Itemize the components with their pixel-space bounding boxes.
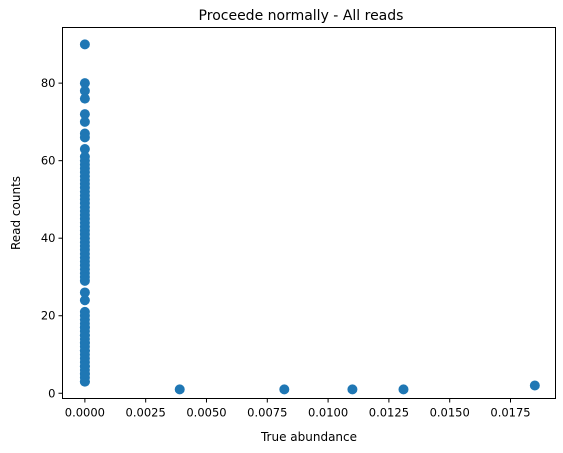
y-tick-label: 60 (41, 154, 56, 168)
x-tick-label: 0.0100 (308, 406, 348, 420)
data-point (174, 384, 185, 395)
data-point (79, 85, 90, 96)
plot-frame (62, 27, 556, 399)
y-tick-label: 0 (48, 386, 55, 400)
chart-title: Proceede normally - All reads (199, 8, 404, 24)
data-point (79, 337, 90, 348)
x-tick-label: 0.0075 (247, 406, 287, 420)
data-points (79, 39, 540, 395)
data-point (79, 345, 90, 356)
data-point (79, 78, 90, 89)
x-tick-label: 0.0025 (126, 406, 166, 420)
data-point (79, 39, 90, 50)
x-tick-label: 0.0125 (369, 406, 409, 420)
data-point (79, 109, 90, 120)
y-axis-ticks: 0 20 40 60 80 (41, 76, 63, 400)
y-tick-label: 80 (41, 76, 56, 90)
data-point (79, 116, 90, 127)
x-tick-label: 0.0050 (186, 406, 226, 420)
data-point (79, 361, 90, 372)
x-tick-label: 0.0175 (490, 406, 530, 420)
x-tick-label: 0.0150 (430, 406, 470, 420)
y-tick-label: 20 (41, 309, 56, 323)
data-point (79, 322, 90, 333)
data-point (347, 384, 358, 395)
data-point (79, 368, 90, 379)
data-point (398, 384, 409, 395)
data-point (79, 330, 90, 341)
data-point (529, 380, 540, 391)
y-tick-label: 40 (41, 231, 56, 245)
data-point (79, 376, 90, 387)
x-axis-label: True abundance (260, 430, 357, 444)
x-axis-ticks: 0.0000 0.0025 0.0050 0.0075 0.0100 0.0125 0.01… (65, 398, 531, 420)
data-point (79, 144, 90, 155)
x-tick-label: 0.0000 (65, 406, 105, 420)
data-point (79, 132, 90, 143)
y-axis-label: Read counts (9, 176, 23, 250)
data-point (79, 93, 90, 104)
data-point (79, 275, 90, 286)
data-point (79, 287, 90, 298)
data-point (279, 384, 290, 395)
data-point (79, 295, 90, 306)
